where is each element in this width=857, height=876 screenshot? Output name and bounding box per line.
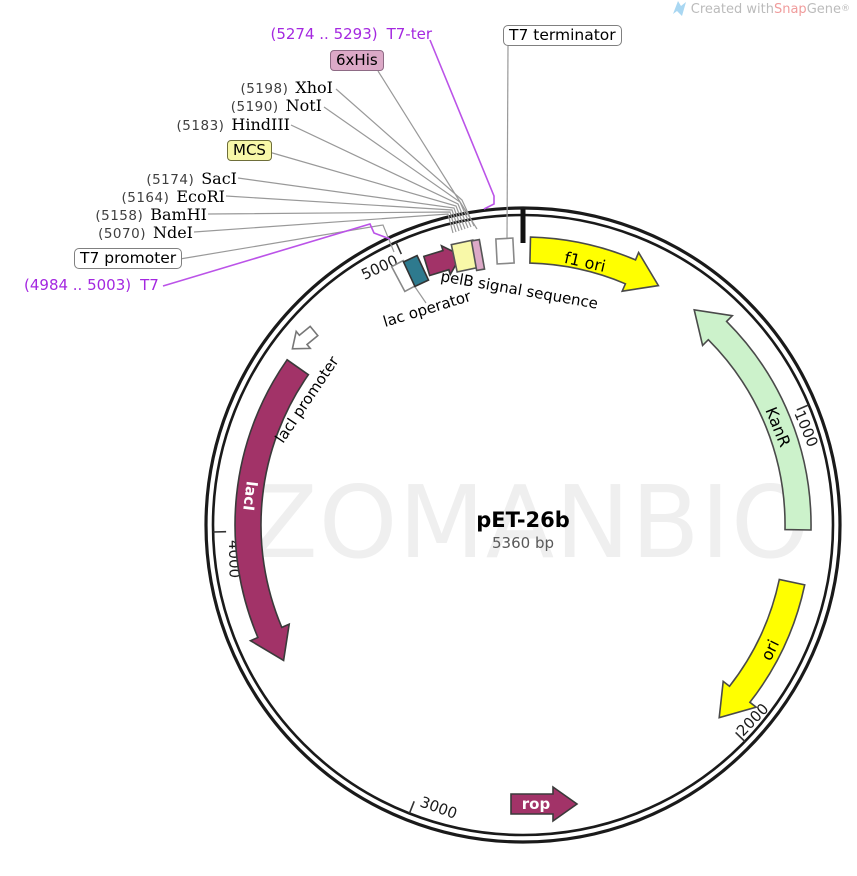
6xhis-badge: 6xHis xyxy=(330,50,384,71)
saci-position: (5174) xyxy=(146,172,195,188)
plasmid-title: pET-26b 5360 bp xyxy=(476,508,570,552)
leader-xhoi xyxy=(335,88,475,227)
snapgene-icon xyxy=(672,1,686,16)
bamhi-name: BamHI xyxy=(150,205,207,224)
leader-noti xyxy=(323,106,472,228)
leader-hindiii xyxy=(290,124,469,229)
ecori-name: EcoRI xyxy=(176,187,225,206)
attribution-registered: ® xyxy=(841,4,850,14)
mcs-badge: MCS xyxy=(227,140,272,161)
callout-6xhis: 6xHis xyxy=(330,50,384,71)
tick-marks xyxy=(213,241,810,814)
t7-promoter-badge: T7 promoter xyxy=(74,248,183,269)
leader-t7-ter-primer xyxy=(429,39,495,210)
feature-6xhis-box xyxy=(470,238,486,272)
hindiii-position: (5183) xyxy=(176,118,225,134)
leader-lines xyxy=(179,45,509,304)
backbone-outer-circle xyxy=(204,206,842,844)
callout-mcs: MCS xyxy=(227,140,272,161)
feature-t7-terminator-box xyxy=(495,237,515,265)
feature-lac-operator-box xyxy=(402,254,430,288)
ndei-position: (5070) xyxy=(98,226,146,242)
leader-saci xyxy=(237,177,463,231)
ecori-position: (5164) xyxy=(121,190,170,206)
callout-ecori: (5164) EcoRI xyxy=(121,187,225,206)
t7-terminator-badge: T7 terminator xyxy=(503,25,622,46)
callout-t7-name: T7 xyxy=(140,276,159,294)
leader-ecori xyxy=(225,195,460,232)
callout-noti: (5190) NotI xyxy=(231,96,322,115)
callout-bamhi: (5158) BamHI xyxy=(95,205,207,224)
saci-name: SacI xyxy=(201,169,237,188)
bamhi-position: (5158) xyxy=(95,208,144,224)
attribution: Created with Snap Gene ® xyxy=(672,1,850,17)
feature-rop xyxy=(510,785,579,823)
leader-t7-terminator xyxy=(506,45,509,240)
feature-ori xyxy=(718,578,806,719)
leader-6xhis xyxy=(377,70,478,230)
callout-t7-promoter: T7 promoter xyxy=(74,248,183,269)
callout-t7-ter-range: (5274 .. 5293) xyxy=(270,25,378,43)
hindiii-name: HindIII xyxy=(231,115,290,134)
callout-xhoi: (5198) XhoI xyxy=(240,78,333,97)
feature-f1-ori xyxy=(529,236,660,293)
label-rop: rop xyxy=(522,795,551,813)
purple-leader-lines xyxy=(162,39,495,287)
noti-name: NotI xyxy=(285,96,322,115)
xhoi-name: XhoI xyxy=(295,78,333,97)
attribution-brand-gene: Gene xyxy=(806,1,841,17)
leader-t7-promoter xyxy=(179,224,395,260)
plasmid-size: 5360 bp xyxy=(492,534,554,552)
tick-2000 xyxy=(735,731,746,743)
xhoi-position: (5198) xyxy=(240,81,289,97)
plasmid-name: pET-26b xyxy=(476,508,570,532)
feature-kanr xyxy=(693,308,812,531)
tick-5000 xyxy=(395,241,403,255)
callout-t7-ter: (5274 .. 5293) T7-ter xyxy=(270,25,432,43)
features xyxy=(234,236,812,823)
callout-t7: (4984 .. 5003) T7 xyxy=(24,276,159,294)
ndei-name: NdeI xyxy=(152,223,193,242)
leader-mcs xyxy=(268,151,466,230)
callout-ndei: (5070) NdeI xyxy=(98,223,193,242)
attribution-created-with: Created with xyxy=(690,1,774,17)
leader-ndei xyxy=(193,213,454,234)
callout-t7-terminator: T7 terminator xyxy=(503,25,622,46)
label-lac-operator: lac operator xyxy=(381,287,474,331)
tick-3000 xyxy=(408,801,415,814)
attribution-brand-snap: Snap xyxy=(773,1,807,17)
noti-position: (5190) xyxy=(230,99,279,115)
callout-hindiii: (5183) HindIII xyxy=(177,115,290,134)
callout-t7-range: (4984 .. 5003) xyxy=(24,276,132,294)
tick-1000 xyxy=(796,404,810,411)
watermark-text: ZOMANBIO xyxy=(249,464,811,581)
leader-t7-primer xyxy=(162,223,391,287)
feature-laci-promoter-arrow xyxy=(291,325,319,350)
leader-bamhi xyxy=(207,211,457,233)
callout-t7-ter-name: T7-ter xyxy=(386,25,432,43)
callout-saci: (5174) SacI xyxy=(146,169,237,188)
feature-laci xyxy=(234,358,310,662)
label-laci: lacI xyxy=(239,480,260,512)
